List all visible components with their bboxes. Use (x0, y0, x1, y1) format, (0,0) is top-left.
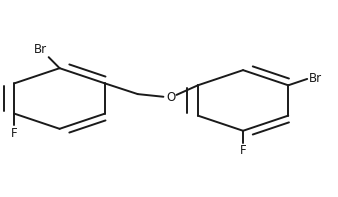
Text: Br: Br (34, 43, 47, 56)
Text: Br: Br (309, 72, 322, 85)
Text: F: F (240, 144, 246, 157)
Text: O: O (166, 91, 175, 104)
Text: F: F (11, 127, 18, 140)
